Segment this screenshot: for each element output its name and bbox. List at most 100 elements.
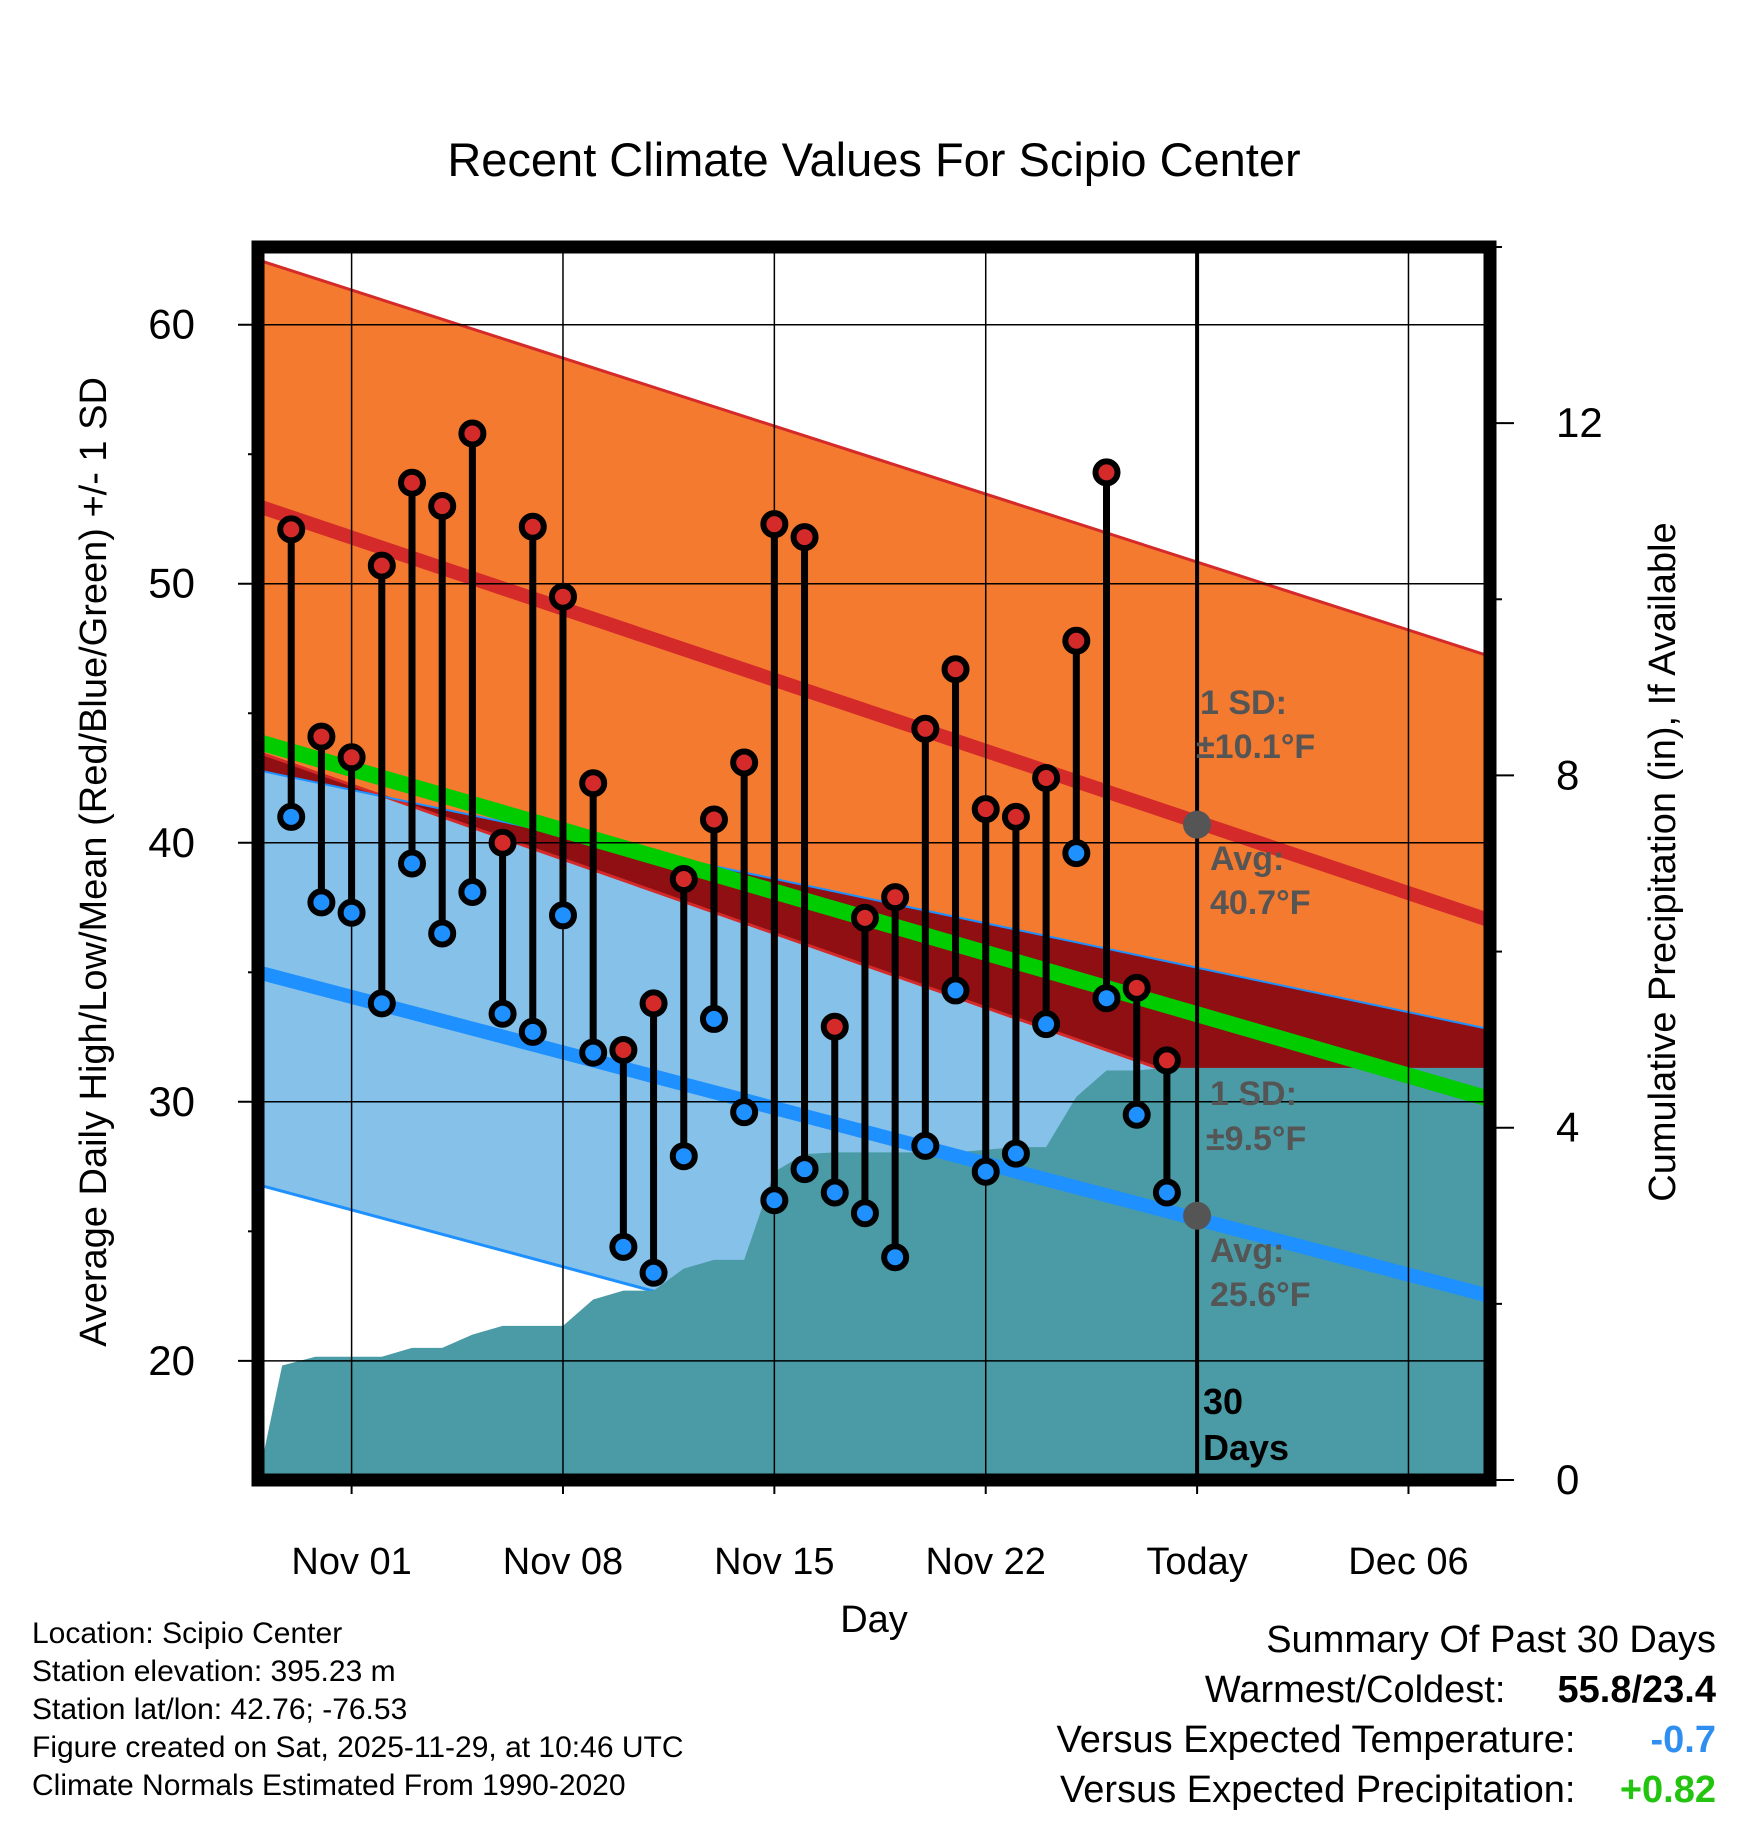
- low-point: [579, 1038, 608, 1067]
- high-annotations: 1 SD: ±10.1°F Avg: 40.7°F: [1196, 684, 1315, 922]
- created-text: Figure created on Sat, 2025-11-29, at 10…: [32, 1731, 684, 1764]
- low-point: [1032, 1010, 1061, 1039]
- precip-value: +0.82: [1619, 1769, 1716, 1811]
- warm-cold-row: Warmest/Coldest: 55.8/23.4: [1057, 1665, 1716, 1715]
- high-point: [277, 515, 306, 544]
- days-annotation: 30 Days: [1203, 1381, 1289, 1468]
- high-point: [971, 795, 1000, 824]
- low-upper-edge: [258, 769, 1490, 1031]
- x-tick-label: Nov 15: [714, 1541, 834, 1583]
- low-point: [1152, 1178, 1181, 1207]
- low-point: [398, 849, 426, 878]
- high-avg-label: Avg:: [1210, 840, 1284, 878]
- high-point: [1152, 1046, 1181, 1075]
- chart-title: Recent Climate Values For Scipio Center: [447, 133, 1300, 186]
- high-sd-band: [258, 259, 1490, 1185]
- high-point: [307, 722, 336, 751]
- low-point: [337, 898, 366, 927]
- days-count-label: 30: [1203, 1381, 1243, 1422]
- x-axis-title: Day: [840, 1599, 908, 1641]
- low-point: [548, 901, 577, 930]
- low-point: [518, 1017, 547, 1046]
- high-point: [337, 743, 366, 772]
- y-axis-title: Average Daily High/Low/Mean (Red/Blue/Gr…: [73, 377, 115, 1347]
- x-tick-label: Today: [1146, 1541, 1247, 1583]
- station-info: Location: Scipio Center Station elevatio…: [32, 1615, 684, 1805]
- low-point: [881, 1243, 910, 1272]
- data-marks: [277, 419, 1212, 1287]
- low-point: [669, 1142, 698, 1171]
- high-avg-marker: [1183, 810, 1212, 839]
- high-point: [1062, 626, 1091, 655]
- tick-labels: Nov 01 Nov 08 Nov 15 Nov 22 Today Dec 06 20 30 4…: [148, 246, 1603, 1583]
- warm-cold-value: 55.8/23.4: [1557, 1669, 1716, 1711]
- high-point: [639, 989, 668, 1018]
- location-text: Location: Scipio Center: [32, 1617, 343, 1650]
- y-right-tick-label: 4: [1556, 1104, 1579, 1151]
- low-annotations: 1 SD: ±9.5°F Avg: 25.6°F: [1206, 1075, 1311, 1314]
- low-point: [941, 976, 970, 1005]
- temp-label: Versus Expected Temperature:: [1056, 1719, 1576, 1761]
- plot-frame: [251, 240, 1497, 1487]
- low-point: [1122, 1100, 1151, 1129]
- low-point: [609, 1232, 638, 1261]
- high-point: [699, 805, 728, 834]
- low-point: [1001, 1139, 1030, 1168]
- high-point: [609, 1036, 638, 1065]
- high-point: [850, 903, 879, 932]
- low-point: [1062, 839, 1091, 868]
- y-tick-label: 60: [148, 301, 195, 348]
- low-point: [458, 877, 487, 906]
- high-point: [398, 468, 426, 497]
- x-tick-label: Nov 08: [503, 1541, 623, 1583]
- high-point: [669, 865, 698, 894]
- y-tick-label: 50: [148, 560, 195, 607]
- x-tick-label: Nov 22: [926, 1541, 1046, 1583]
- high-point: [518, 512, 547, 541]
- high-point: [881, 883, 910, 912]
- low-point: [730, 1098, 759, 1127]
- high-point: [760, 510, 789, 539]
- low-avg-label: Avg:: [1210, 1232, 1284, 1270]
- low-average-line: [258, 965, 1490, 1303]
- high-point: [820, 1012, 849, 1041]
- low-point: [367, 989, 396, 1018]
- high-point: [548, 582, 577, 611]
- y-right-tick-label: 0: [1556, 1456, 1579, 1503]
- precip-label: Versus Expected Precipitation:: [1060, 1769, 1576, 1811]
- y-right-tick-label: 12: [1556, 399, 1603, 446]
- high-sd-value: ±10.1°F: [1196, 728, 1315, 766]
- high-sd-label: 1 SD:: [1200, 684, 1287, 722]
- low-point: [277, 802, 306, 831]
- y-axis-right-title: Cumulative Precipitation (in), If Availa…: [1642, 522, 1684, 1201]
- low-point: [971, 1157, 1000, 1186]
- summary-panel: Summary Of Past 30 Days Warmest/Coldest:…: [1057, 1615, 1716, 1815]
- y-tick-label: 40: [148, 819, 195, 866]
- low-point: [820, 1178, 849, 1207]
- high-point: [790, 523, 819, 552]
- high-point: [1032, 764, 1061, 793]
- low-avg-value: 25.6°F: [1210, 1276, 1311, 1314]
- high-point: [1092, 458, 1121, 487]
- high-point: [1001, 802, 1030, 831]
- high-point: [428, 492, 457, 521]
- y-right-tick-label: 8: [1556, 751, 1579, 798]
- high-point: [1122, 973, 1151, 1002]
- high-average-line: [258, 499, 1490, 928]
- high-point: [730, 748, 759, 777]
- low-point: [639, 1258, 668, 1287]
- high-point: [579, 769, 608, 798]
- high-point: [911, 714, 940, 743]
- low-point: [488, 999, 517, 1028]
- low-sd-value: ±9.5°F: [1206, 1120, 1306, 1158]
- low-point: [307, 888, 336, 917]
- y-tick-label: 20: [148, 1337, 195, 1384]
- high-point: [458, 419, 487, 448]
- low-sd-label: 1 SD:: [1210, 1075, 1297, 1113]
- high-point: [488, 828, 517, 857]
- high-avg-value: 40.7°F: [1210, 884, 1311, 922]
- temp-row: Versus Expected Temperature: -0.7: [1057, 1715, 1716, 1765]
- high-point: [367, 551, 396, 580]
- low-point: [760, 1186, 789, 1215]
